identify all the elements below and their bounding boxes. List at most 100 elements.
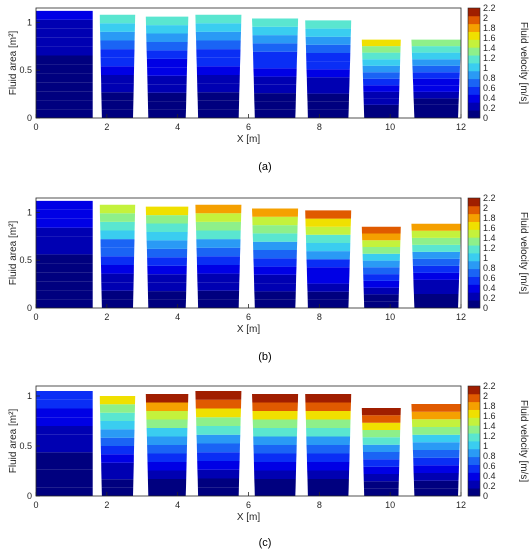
colorbar-step xyxy=(468,23,480,32)
velocity-band xyxy=(362,437,400,445)
colorbar-tick-label: 1.8 xyxy=(483,213,496,223)
colorbar-step xyxy=(468,39,480,48)
velocity-band xyxy=(307,462,350,471)
colorbar-step xyxy=(468,8,480,17)
velocity-band xyxy=(36,487,93,496)
colorbar-step xyxy=(468,102,480,111)
colorbar-tick-label: 0.6 xyxy=(483,461,496,471)
velocity-band xyxy=(146,58,188,68)
colorbar-tick-label: 2.2 xyxy=(483,193,496,203)
velocity-band xyxy=(412,65,460,73)
velocity-band xyxy=(195,204,242,214)
velocity-band xyxy=(412,442,460,450)
velocity-band xyxy=(305,28,351,37)
velocity-band xyxy=(36,245,93,255)
velocity-band xyxy=(413,465,459,473)
velocity-band xyxy=(253,266,297,275)
velocity-band xyxy=(363,287,399,295)
velocity-band xyxy=(146,25,189,34)
velocity-band xyxy=(147,92,187,102)
velocity-band xyxy=(101,487,134,496)
colorbar-step xyxy=(468,55,480,64)
fluid-area-segment xyxy=(361,408,401,496)
colorbar-step xyxy=(468,63,480,72)
velocity-band xyxy=(362,233,401,241)
velocity-band xyxy=(148,487,186,496)
colorbar-label: Fluid velocity [m/s] xyxy=(518,22,529,104)
y-tick-label: 1 xyxy=(27,207,32,217)
x-tick-label: 2 xyxy=(104,122,109,132)
velocity-band xyxy=(254,283,296,292)
velocity-band xyxy=(36,290,93,300)
colorbar-tick-label: 1.6 xyxy=(483,411,496,421)
velocity-band xyxy=(412,450,460,458)
velocity-band xyxy=(195,399,242,409)
velocity-band xyxy=(306,61,351,70)
velocity-band xyxy=(100,66,135,75)
velocity-band xyxy=(99,23,135,32)
colorbar-step xyxy=(468,386,480,395)
velocity-band xyxy=(412,434,460,443)
colorbar-step xyxy=(468,276,480,285)
velocity-band xyxy=(305,226,351,235)
colorbar-tick-label: 1.6 xyxy=(483,33,496,43)
colorbar-step xyxy=(468,441,480,450)
velocity-band xyxy=(147,291,187,300)
velocity-band xyxy=(36,28,93,38)
velocity-band xyxy=(362,430,401,438)
velocity-band xyxy=(196,256,240,265)
velocity-band xyxy=(362,415,401,423)
velocity-band xyxy=(145,206,189,216)
colorbar-step xyxy=(468,425,480,434)
velocity-band xyxy=(101,479,134,488)
velocity-band xyxy=(196,49,241,58)
colorbar-step xyxy=(468,229,480,238)
fluid-area-segment xyxy=(36,391,93,496)
velocity-band xyxy=(36,109,93,118)
velocity-band xyxy=(197,83,240,93)
velocity-band xyxy=(252,225,298,234)
fluid-area-segment xyxy=(252,394,299,496)
colorbar-step xyxy=(468,15,480,25)
velocity-band xyxy=(362,72,400,79)
velocity-band xyxy=(100,40,135,50)
velocity-band xyxy=(197,75,240,84)
colorbar-step xyxy=(468,393,480,403)
y-tick-label: 0.5 xyxy=(19,65,32,75)
velocity-band xyxy=(412,59,461,66)
velocity-band xyxy=(36,408,93,418)
velocity-band xyxy=(362,253,400,261)
velocity-band xyxy=(100,429,135,438)
velocity-band xyxy=(195,391,242,400)
velocity-band xyxy=(307,470,350,479)
velocity-band xyxy=(413,473,459,481)
fluid-area-segment xyxy=(99,14,136,118)
x-axis-label: X [m] xyxy=(237,134,261,145)
velocity-band xyxy=(363,466,400,474)
velocity-band xyxy=(413,91,459,99)
velocity-band xyxy=(307,275,350,284)
velocity-band xyxy=(36,37,93,47)
velocity-band xyxy=(147,274,187,283)
colorbar-tick-label: 2.2 xyxy=(483,381,496,391)
velocity-band xyxy=(411,404,461,412)
velocity-band xyxy=(307,109,349,118)
velocity-band xyxy=(254,487,296,496)
velocity-band xyxy=(196,239,241,248)
velocity-band xyxy=(36,272,93,282)
velocity-band xyxy=(411,411,461,420)
velocity-band xyxy=(147,265,187,275)
velocity-band xyxy=(306,267,350,276)
velocity-band xyxy=(363,274,400,281)
x-tick-label: 10 xyxy=(385,500,395,510)
velocity-band xyxy=(197,452,240,461)
velocity-band xyxy=(197,469,240,479)
velocity-band xyxy=(364,111,399,118)
velocity-band xyxy=(305,234,351,243)
colorbar-step xyxy=(468,260,480,270)
velocity-band xyxy=(253,274,297,284)
fluid-area-segment xyxy=(305,210,352,308)
velocity-band xyxy=(146,223,188,232)
velocity-band xyxy=(36,10,93,20)
